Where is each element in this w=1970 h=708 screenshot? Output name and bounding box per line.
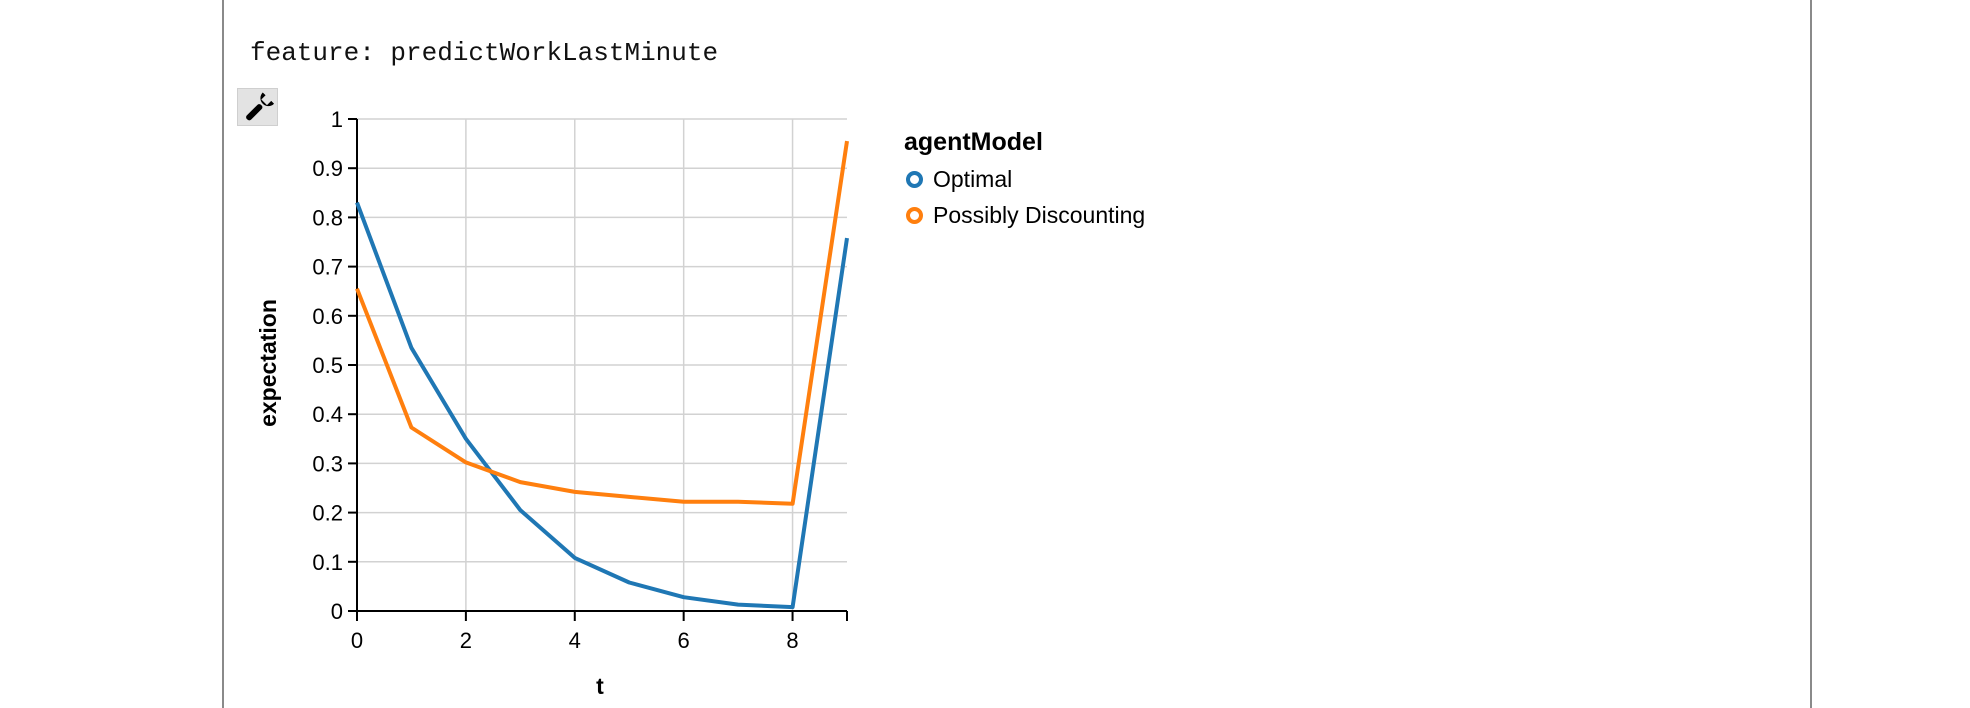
y-tick-label: 0.7 (312, 255, 343, 280)
y-tick-label: 0 (331, 599, 343, 624)
legend-swatch-optimal (906, 170, 923, 188)
y-tick-label: 0.6 (312, 304, 343, 329)
x-tick-label: 2 (460, 628, 472, 653)
y-tick-label: 0.4 (312, 402, 343, 427)
y-tick-label: 0.8 (312, 205, 343, 230)
chart-tools-button[interactable] (237, 88, 278, 126)
output-panel (222, 0, 1812, 708)
legend-title: agentModel (904, 128, 1043, 156)
y-tick-label: 0.1 (312, 550, 343, 575)
wrench-icon (246, 92, 275, 121)
legend-swatch-possibly-discounting (906, 206, 923, 224)
legend-item-optimal[interactable]: Optimal (904, 161, 1145, 197)
x-tick-label: 0 (351, 628, 363, 653)
series-line-optimal (355, 201, 849, 610)
legend-label-possibly-discounting: Possibly Discounting (933, 201, 1146, 228)
x-axis-label: t (596, 673, 604, 699)
y-tick-label: 0.2 (312, 501, 343, 526)
feature-label: feature: predictWorkLastMinute (250, 38, 719, 68)
series-line-possibly-discounting (355, 140, 849, 506)
y-tick-label: 0.9 (312, 156, 343, 181)
y-tick-label: 0.3 (312, 451, 343, 476)
y-tick-label: 0.5 (312, 353, 343, 378)
y-axis-label: expectation (255, 299, 281, 427)
legend-label-optimal: Optimal (933, 165, 1013, 192)
legend: agentModel Optimal Possibly Discounting (904, 128, 1145, 233)
x-tick-label: 4 (569, 628, 581, 653)
y-tick-label: 1 (331, 107, 343, 132)
x-tick-label: 8 (786, 628, 798, 653)
legend-item-possibly-discounting[interactable]: Possibly Discounting (904, 197, 1145, 233)
x-tick-label: 6 (678, 628, 690, 653)
